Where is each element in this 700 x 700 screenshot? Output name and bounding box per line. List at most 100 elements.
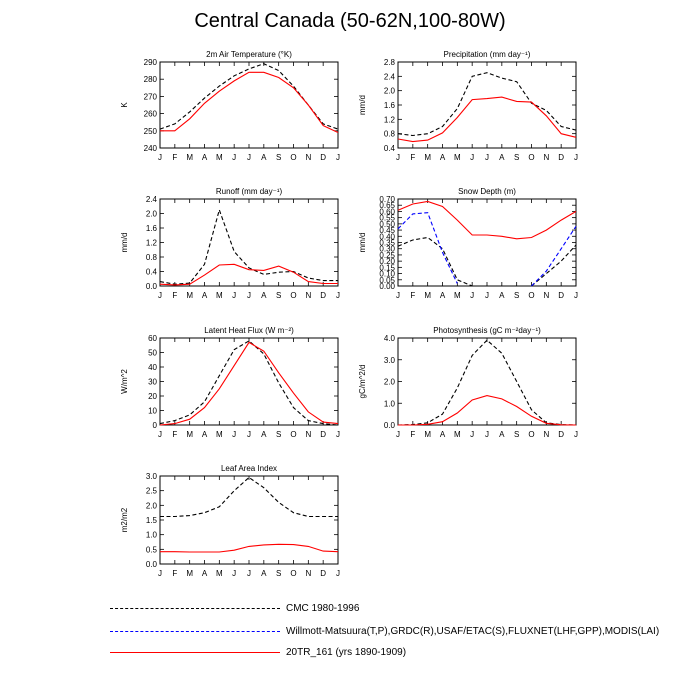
x-tick-label: J [336,430,340,439]
series-line-0 [159,63,339,130]
y-tick-label: 30 [148,378,157,387]
y-tick-label: 40 [148,363,157,372]
x-tick-label: A [499,291,505,300]
y-tick-label: 0 [153,421,158,430]
y-tick-label: 1.6 [146,224,158,233]
x-tick-label: J [232,153,236,162]
x-tick-label: J [158,430,162,439]
y-tick-label: 50 [148,349,157,358]
plot-frame [159,61,339,149]
series-line-0 [397,72,577,137]
x-tick-label: J [158,569,162,578]
y-tick-label: 280 [144,75,158,84]
series-line-1 [397,212,577,287]
y-tick-label: 0.4 [146,268,158,277]
y-tick-label: 20 [148,392,157,401]
series-line-0 [160,476,338,518]
y-tick-label: 260 [144,110,158,119]
x-tick-label: J [470,291,474,300]
y-tick-label: 0.0 [146,560,158,569]
x-tick-label: S [514,430,519,439]
chart-panel-3: Snow Depth (m)mm/d0.000.050.100.150.200.… [358,187,578,300]
x-tick-label: N [543,430,549,439]
x-tick-label: J [574,153,578,162]
x-tick-label: J [232,291,236,300]
series-line-0 [397,236,577,287]
plot-frame [159,198,339,287]
x-tick-label: F [172,153,177,162]
y-tick-label: 0.50 [379,220,395,229]
y-tick-label: 240 [144,144,158,153]
y-tick-label: 1.0 [146,531,158,540]
x-tick-label: M [424,153,431,162]
x-tick-label: M [454,153,461,162]
x-tick-label: M [186,430,193,439]
x-tick-label: A [440,430,446,439]
plot-frame [397,337,577,426]
y-tick-label: 0.25 [379,251,395,260]
x-tick-label: A [202,430,208,439]
x-tick-label: A [440,291,446,300]
x-tick-label: J [158,153,162,162]
x-tick-label: M [424,430,431,439]
x-tick-label: A [261,430,267,439]
x-tick-label: J [470,430,474,439]
panel-title: Precipitation (mm day⁻¹) [444,50,531,59]
x-tick-label: J [485,430,489,439]
x-tick-label: J [247,153,251,162]
figure-title: Central Canada (50-62N,100-80W) [194,10,506,32]
y-tick-label: 2.0 [384,87,396,96]
x-tick-label: A [261,153,267,162]
y-tick-label: 3.0 [146,472,158,481]
y-tick-label: 2.0 [384,378,396,387]
x-tick-label: A [499,430,505,439]
series-line-1 [398,395,577,426]
x-tick-label: J [247,430,251,439]
chart-panel-5: Photosynthesis (gC m⁻²day⁻¹) gC/m^2/d 0.0 1… [358,326,578,439]
x-tick-label: O [528,430,534,439]
x-tick-label: A [261,291,267,300]
x-tick-label: N [305,430,311,439]
x-tick-label: O [290,430,296,439]
plot-frame [159,475,339,565]
y-tick-label: 0.35 [379,239,395,248]
panel-title: Photosynthesis (gC m⁻²day⁻¹) [433,326,541,335]
series-line-2 [397,200,577,240]
x-tick-label: M [424,291,431,300]
x-tick-label: F [172,291,177,300]
x-tick-label: M [216,569,223,578]
x-tick-label: S [276,153,281,162]
y-tick-label: 0.45 [379,226,395,235]
y-tick-label: 2.5 [146,487,158,496]
y-tick-label: 0.8 [384,130,396,139]
x-tick-label: A [499,153,505,162]
x-tick-label: S [514,291,519,300]
x-tick-label: M [186,153,193,162]
x-tick-label: N [543,153,549,162]
y-tick-label: 2.8 [384,58,396,67]
y-tick-label: 0.4 [384,144,396,153]
x-tick-label: J [232,430,236,439]
y-tick-label: 0.8 [146,253,158,262]
x-tick-label: J [574,291,578,300]
y-tick-label: 1.2 [384,115,396,124]
chart-panel-2: Runoff (mm day⁻¹) mm/d 0.0 0.4 0.8 1.2 1.6 2.0 2… [120,187,340,300]
series-line-0 [159,340,339,426]
y-tick-label: 0.5 [146,545,158,554]
plot-frame [159,337,339,426]
x-tick-label: J [336,569,340,578]
x-tick-label: D [558,430,564,439]
x-tick-label: O [528,153,534,162]
y-axis-label: mm/d [358,233,367,253]
chart-panel-6: Leaf Area Index m2/m2 0.0 0.5 1.0 1.5 2.0 2.5 3.… [120,464,340,578]
x-tick-label: M [454,430,461,439]
y-axis-label: m2/m2 [120,507,129,532]
chart-panel-4: Latent Heat Flux (W m⁻²) W/m^2 0 10 20 30 40 50… [120,326,340,439]
x-tick-label: J [396,291,400,300]
x-tick-label: M [454,291,461,300]
y-tick-label: 3.0 [384,356,396,365]
x-tick-label: N [305,153,311,162]
x-tick-label: D [558,153,564,162]
x-tick-label: J [158,291,162,300]
